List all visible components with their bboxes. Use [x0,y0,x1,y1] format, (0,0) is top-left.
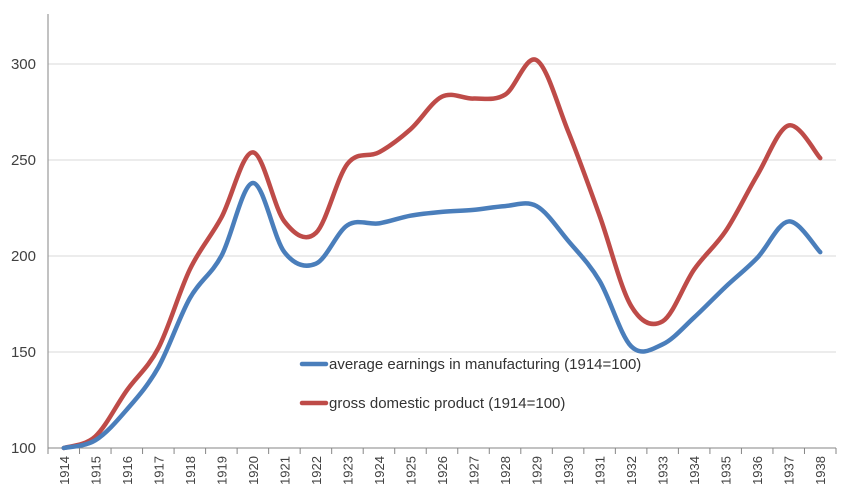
x-tick-label-1930: 1930 [561,456,576,485]
x-axis-tick-labels: 1914 1915 1916 1917 1918 1919 1920 1921 1922 1923… [57,456,828,485]
x-tick-label-1936: 1936 [750,456,765,485]
y-axis-tick-labels: 100 150 200 250 300 [11,56,36,457]
x-tick-label-1922: 1922 [309,456,324,485]
series-lines [61,57,823,451]
x-tick-label-1921: 1921 [277,456,292,485]
x-tick-label-1915: 1915 [88,456,103,485]
legend-label-earnings: average earnings in manufacturing (1914=… [329,356,641,373]
series-line-gdp [61,57,823,451]
x-tick-label-1937: 1937 [782,456,797,485]
series-line-earnings [61,180,823,451]
legend-item-gdp: gross domestic product (1914=100) [299,395,565,412]
x-tick-label-1923: 1923 [340,456,355,485]
y-tick-label-300: 300 [11,56,36,73]
x-tick-label-1927: 1927 [467,456,482,485]
y-tick-label-100: 100 [11,440,36,457]
x-tick-label-1916: 1916 [120,456,135,485]
x-tick-label-1925: 1925 [403,456,418,485]
x-tick-label-1919: 1919 [214,456,229,485]
x-tick-label-1924: 1924 [372,456,387,485]
x-tick-label-1931: 1931 [593,456,608,485]
x-tick-label-1928: 1928 [498,456,513,485]
x-tick-label-1920: 1920 [246,456,261,485]
gridlines [48,63,836,353]
x-tick-label-1933: 1933 [656,456,671,485]
y-tick-label-150: 150 [11,344,36,361]
x-tick-label-1938: 1938 [813,456,828,485]
x-tick-label-1935: 1935 [719,456,734,485]
x-tick-label-1918: 1918 [183,456,198,485]
x-tick-label-1932: 1932 [624,456,639,485]
x-tick-label-1914: 1914 [57,456,72,485]
legend-item-earnings: average earnings in manufacturing (1914=… [299,356,641,373]
legend-label-gdp: gross domestic product (1914=100) [329,395,565,412]
legend: average earnings in manufacturing (1914=… [299,356,641,412]
x-tick-label-1929: 1929 [530,456,545,485]
y-tick-label-250: 250 [11,152,36,169]
x-tick-label-1934: 1934 [687,456,702,485]
x-tick-label-1917: 1917 [151,456,166,485]
y-tick-label-200: 200 [11,248,36,265]
x-tick-label-1926: 1926 [435,456,450,485]
axes [47,14,837,454]
